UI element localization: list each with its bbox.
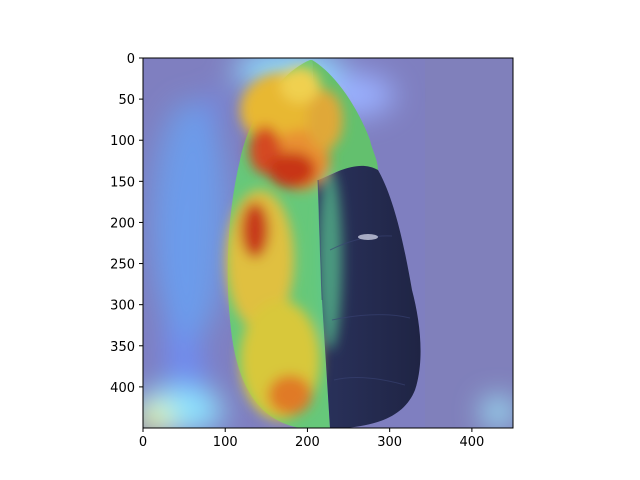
- y-axis: 0 50 100 150 200 250 300 350 400: [110, 52, 143, 396]
- leaf-highlight: [358, 234, 378, 240]
- x-tick-label: 0: [139, 435, 147, 450]
- heatmap-right-band: [425, 58, 513, 428]
- leaf-right-half: [318, 161, 421, 428]
- y-tick-label: 250: [110, 258, 135, 273]
- y-tick-label: 200: [110, 216, 135, 231]
- y-tick-label: 350: [110, 340, 135, 355]
- heatmap-image: [143, 58, 513, 428]
- y-tick-label: 150: [110, 175, 135, 190]
- y-tick-label: 300: [110, 299, 135, 314]
- x-tick-label: 400: [459, 435, 484, 450]
- y-tick-label: 400: [110, 381, 135, 396]
- x-tick-label: 300: [377, 435, 402, 450]
- x-tick-label: 200: [295, 435, 320, 450]
- y-tick-label: 50: [118, 93, 135, 108]
- x-axis: 0 100 200 300 400: [139, 428, 484, 450]
- heat-blobs: [226, 67, 343, 420]
- leaf-veins: [317, 179, 411, 386]
- y-tick-label: 100: [110, 134, 135, 149]
- axes-frame: [142, 57, 514, 429]
- x-tick-label: 100: [213, 435, 238, 450]
- y-tick-label: 0: [127, 52, 135, 67]
- leaf-top-right: [312, 60, 378, 180]
